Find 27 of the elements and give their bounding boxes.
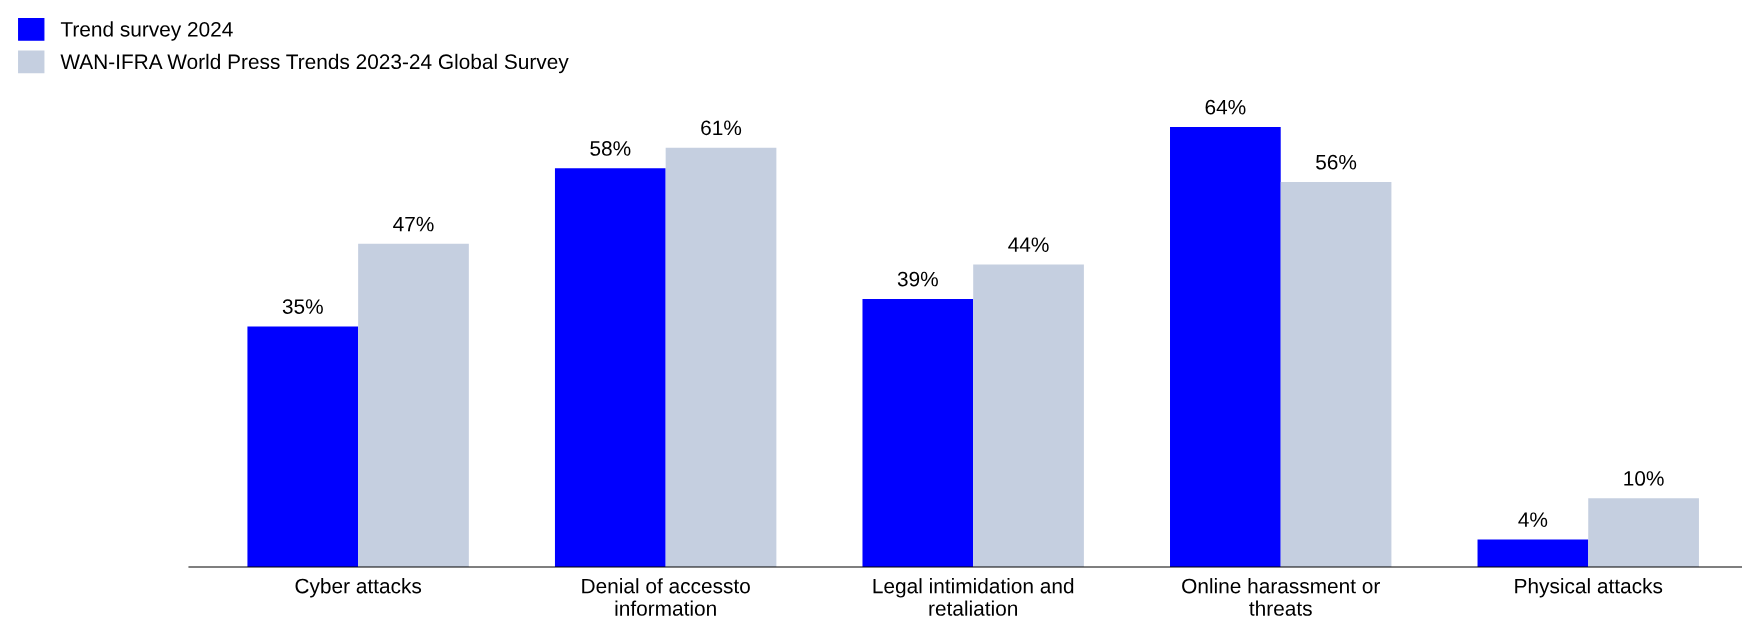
bar bbox=[358, 243, 469, 567]
data-label: 39% bbox=[897, 271, 938, 287]
data-label: 10% bbox=[1624, 471, 1664, 486]
bar bbox=[862, 298, 974, 567]
legend-label: Trend survey 2024 bbox=[60, 21, 233, 41]
data-label: 61% bbox=[701, 120, 742, 136]
bar bbox=[554, 168, 666, 567]
data-label: 64% bbox=[1205, 99, 1246, 115]
bar bbox=[665, 147, 777, 567]
data-label: 47% bbox=[393, 216, 434, 232]
data-label: 4% bbox=[1518, 512, 1548, 527]
data-label: 56% bbox=[1316, 154, 1357, 170]
bar bbox=[247, 326, 359, 567]
data-label: 35% bbox=[282, 299, 323, 314]
data-label: 44% bbox=[1008, 237, 1049, 252]
x-tick-label: Physical attacks bbox=[1515, 578, 1663, 598]
x-tick-label: Legal intimidation and retaliation bbox=[873, 578, 1074, 616]
bar bbox=[1280, 182, 1392, 567]
data-label: 58% bbox=[590, 141, 631, 156]
x-tick-label: Denial of accessto information bbox=[582, 578, 750, 616]
bar bbox=[1588, 498, 1699, 567]
bar bbox=[973, 264, 1084, 567]
x-tick-label: Cyber attacks bbox=[295, 578, 422, 598]
legend-label: WAN-IFRA World Press Trends 2023-24 Global Survey bbox=[60, 53, 569, 74]
bar bbox=[1170, 127, 1281, 567]
x-tick-label: Online harassment or threats bbox=[1182, 578, 1380, 616]
bar bbox=[1477, 539, 1589, 567]
